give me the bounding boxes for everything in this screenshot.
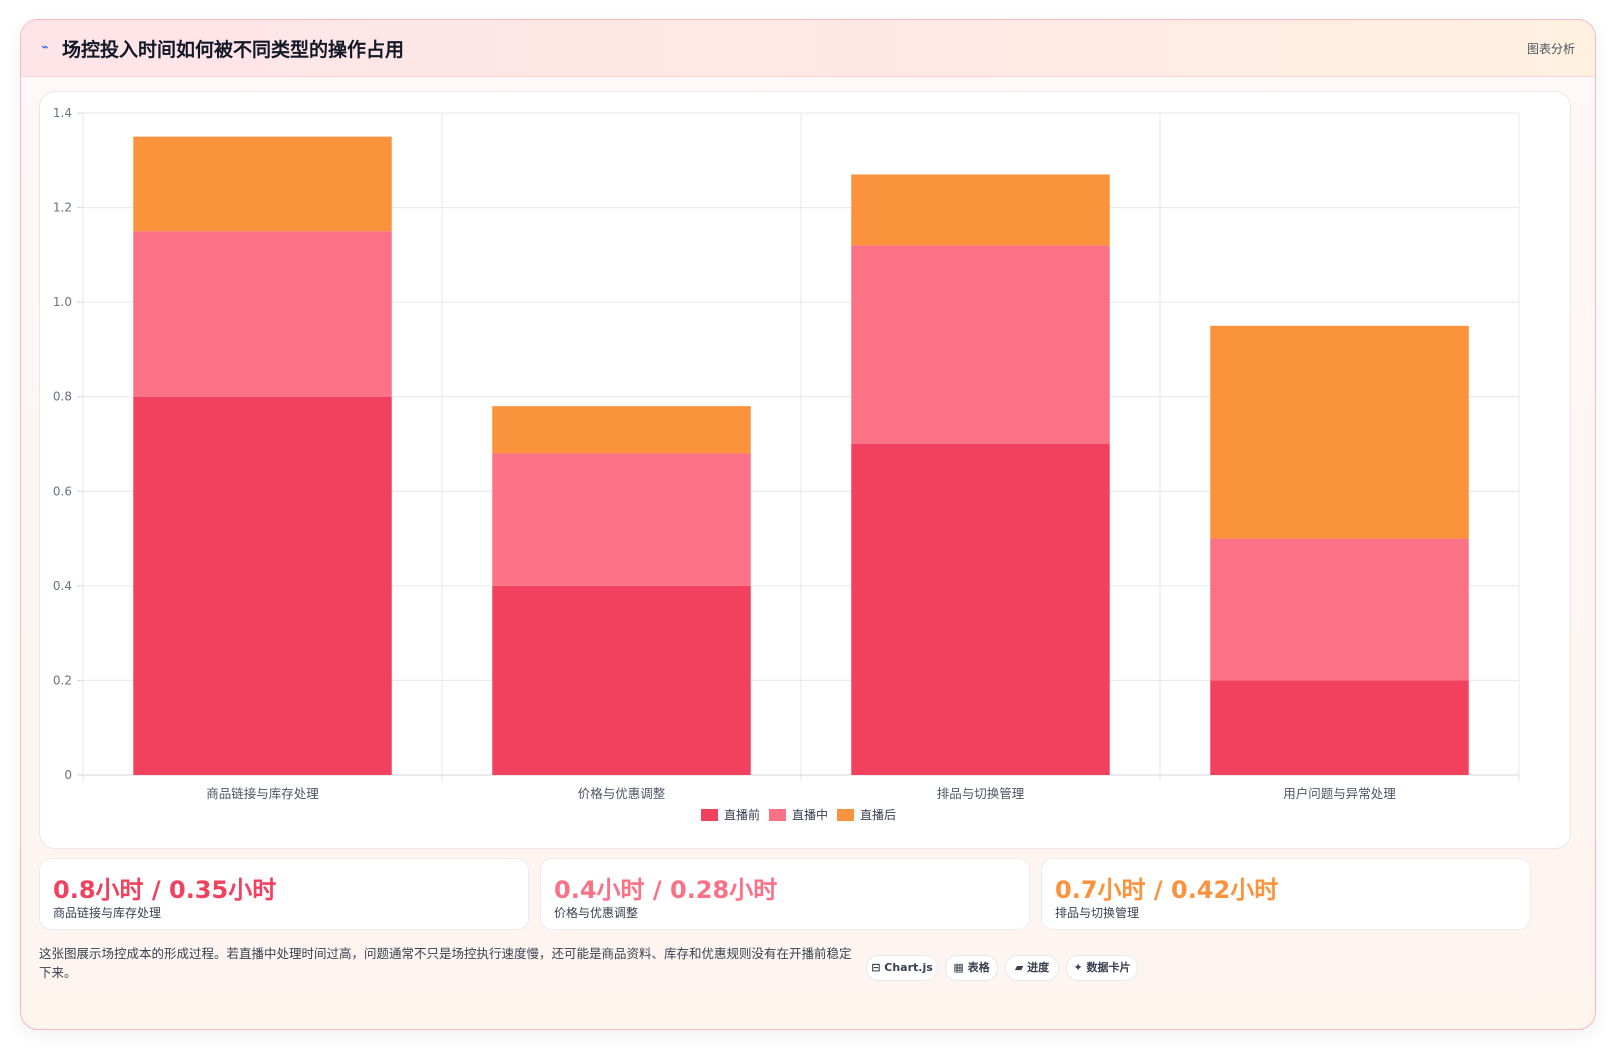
stacked-bar-chart: 0 0.2 0.4 0.6 0.8 1.0 1.2 1.4 商品链接与库存处理 价格与优惠调整 排品… (53, 106, 1520, 822)
chart-analysis-label: 图表分析 (1526, 42, 1575, 56)
y-tick-label: 0 (64, 768, 72, 782)
stat-card: 0.7小时 / 0.42小时 排品与切换管理 (1041, 858, 1531, 930)
legend-label: 直播中 (792, 807, 828, 822)
bar-segment (1210, 325, 1469, 539)
bar-segment (492, 585, 751, 775)
x-tick-label: 排品与切换管理 (937, 786, 1025, 801)
x-tick-label: 价格与优惠调整 (578, 786, 666, 801)
stat-card: 0.8小时 / 0.35小时 商品链接与库存处理 (39, 858, 529, 930)
stat-value: 0.8小时 / 0.35小时 (53, 876, 277, 904)
bar-segment (133, 396, 392, 775)
legend-swatch (769, 809, 786, 821)
chip-progress[interactable]: ▰ 进度 (1005, 955, 1059, 981)
x-tick-label: 商品链接与库存处理 (206, 786, 319, 801)
stat-value: 0.4小时 / 0.28小时 (554, 876, 778, 904)
y-tick-label: 1.2 (53, 201, 72, 215)
chip-table[interactable]: ▦ 表格 (945, 955, 998, 981)
chip-chartjs[interactable]: ⊟ Chart.js (866, 955, 938, 981)
chart-description: 这张图展示场控成本的形成过程。若直播中处理时间过高，问题通常不只是场控执行速度慢… (39, 946, 852, 980)
legend-label: 直播后 (860, 808, 896, 822)
y-tick-label: 0.2 (53, 673, 72, 687)
card-title: 场控投入时间如何被不同类型的操作占用 (62, 39, 405, 61)
chart-card: ⌁ 场控投入时间如何被不同类型的操作占用 图表分析 0 0.2 0.4 0.6 0.8 1… (20, 19, 1596, 1030)
stat-value: 0.7小时 / 0.42小时 (1055, 876, 1279, 904)
y-tick-label: 1.4 (53, 106, 72, 120)
bar-segment (851, 174, 1110, 246)
legend-swatch (701, 809, 718, 821)
trend-icon: ⌁ (41, 40, 49, 55)
bar-segment (492, 453, 751, 586)
y-tick-label: 0.6 (53, 484, 72, 498)
bar-segment (492, 406, 751, 454)
chip-data-card[interactable]: ✦ 数据卡片 (1066, 955, 1138, 981)
stat-cards: 0.8小时 / 0.35小时 商品链接与库存处理 0.4小时 / 0.28小时 … (39, 858, 1569, 930)
x-tick-label: 用户问题与异常处理 (1283, 786, 1396, 801)
y-tick-label: 1.0 (53, 295, 72, 309)
bar-segment (133, 136, 392, 232)
bar-segment (1210, 680, 1469, 775)
bar-segment (1210, 538, 1469, 681)
stat-label: 价格与优惠调整 (554, 906, 639, 920)
stat-label: 排品与切换管理 (1055, 906, 1140, 920)
stat-label: 商品链接与库存处理 (53, 906, 162, 920)
legend-label: 直播前 (724, 807, 760, 822)
y-tick-label: 0.4 (53, 579, 72, 593)
chart-panel: 0 0.2 0.4 0.6 0.8 1.0 1.2 1.4 商品链接与库存处理 价格与优惠调整 排品… (39, 91, 1571, 849)
bar-segment (851, 444, 1110, 775)
legend-swatch (837, 809, 854, 821)
bar-segment (851, 245, 1110, 444)
stat-card: 0.4小时 / 0.28小时 价格与优惠调整 (540, 858, 1030, 930)
bar-segment (133, 231, 392, 397)
y-tick-label: 0.8 (53, 390, 72, 404)
card-header: ⌁ 场控投入时间如何被不同类型的操作占用 图表分析 (21, 20, 1595, 77)
